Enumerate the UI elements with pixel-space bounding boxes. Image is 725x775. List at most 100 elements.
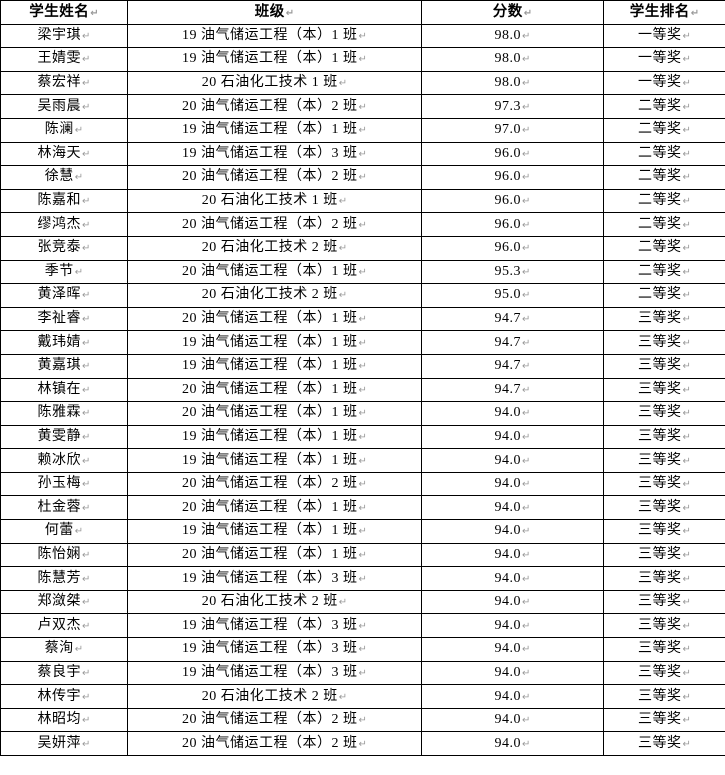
cell-text: 蔡宏祥 bbox=[37, 75, 82, 91]
cell-class: 19 油气储运工程（本）3 班↵ bbox=[127, 613, 422, 639]
cell-rank: 一等奖↵ bbox=[603, 70, 725, 96]
cell-score: 94.0↵ bbox=[421, 495, 604, 521]
cell-score: 94.0↵ bbox=[421, 637, 604, 662]
end-of-cell-mark: ↵ bbox=[358, 337, 367, 349]
cell-rank: 三等奖↵ bbox=[603, 542, 725, 568]
cell-class: 20 油气储运工程（本）1 班↵ bbox=[127, 401, 422, 426]
cell-text: 20 油气储运工程（本）2 班 bbox=[182, 216, 358, 232]
cell-name: 林海天↵ bbox=[0, 141, 128, 167]
end-of-cell-mark: ↵ bbox=[682, 361, 691, 373]
cell-score: 94.7↵ bbox=[421, 353, 604, 379]
cell-class: 19 油气储运工程（本）1 班↵ bbox=[127, 519, 422, 544]
cell-text: 李祉睿 bbox=[37, 311, 82, 327]
cell-text: 19 油气储运工程（本）1 班 bbox=[182, 358, 358, 374]
end-of-cell-mark: ↵ bbox=[358, 30, 367, 42]
cell-text: 孙玉梅 bbox=[37, 476, 82, 492]
cell-text: 19 油气储运工程（本）3 班 bbox=[182, 145, 358, 161]
cell-text: 吴妍萍 bbox=[37, 735, 82, 751]
end-of-cell-mark: ↵ bbox=[682, 101, 691, 113]
cell-text: 94.7 bbox=[494, 381, 522, 397]
cell-text: 20 油气储运工程（本）1 班 bbox=[182, 499, 358, 515]
cell-text: 96.0 bbox=[494, 193, 522, 209]
cell-text: 三等奖 bbox=[638, 476, 682, 492]
cell-text: 林传宇 bbox=[37, 688, 82, 704]
cell-class: 20 石油化工技术 2 班↵ bbox=[127, 684, 422, 709]
cell-text: 季节 bbox=[44, 263, 74, 279]
cell-text: 二等奖 bbox=[638, 193, 682, 209]
cell-name: 李祉睿↵ bbox=[0, 306, 128, 332]
cell-text: 陈怡娴 bbox=[37, 546, 82, 562]
cell-text: 19 油气储运工程（本）1 班 bbox=[182, 523, 358, 539]
cell-text: 94.7 bbox=[494, 311, 522, 327]
end-of-cell-mark: ↵ bbox=[682, 431, 691, 443]
end-of-cell-mark: ↵ bbox=[358, 526, 367, 538]
cell-score: 96.0↵ bbox=[421, 165, 604, 190]
cell-text: 98.0 bbox=[494, 75, 522, 91]
cell-text: 三等奖 bbox=[638, 688, 682, 704]
end-of-cell-mark: ↵ bbox=[682, 314, 691, 326]
end-of-cell-mark: ↵ bbox=[682, 243, 691, 255]
cell-text: 三等奖 bbox=[638, 594, 682, 610]
end-of-cell-mark: ↵ bbox=[82, 715, 91, 727]
end-of-cell-mark: ↵ bbox=[682, 597, 691, 609]
cell-class: 19 油气储运工程（本）1 班↵ bbox=[127, 424, 422, 450]
cell-name: 黄雯静↵ bbox=[0, 424, 128, 450]
cell-name: 林昭均↵ bbox=[0, 707, 128, 733]
cell-class: 20 石油化工技术 2 班↵ bbox=[127, 235, 422, 261]
end-of-cell-mark: ↵ bbox=[358, 549, 367, 561]
end-of-cell-mark: ↵ bbox=[682, 172, 691, 184]
end-of-cell-mark: ↵ bbox=[522, 573, 531, 585]
cell-name: 何蕾↵ bbox=[0, 519, 128, 544]
end-of-cell-mark: ↵ bbox=[82, 455, 91, 467]
cell-text: 94.0 bbox=[494, 499, 522, 515]
cell-rank: 三等奖↵ bbox=[603, 613, 725, 639]
cell-class: 19 油气储运工程（本）1 班↵ bbox=[127, 23, 422, 49]
cell-text: 三等奖 bbox=[638, 381, 682, 397]
end-of-cell-mark: ↵ bbox=[358, 314, 367, 326]
cell-rank: 三等奖↵ bbox=[603, 330, 725, 355]
cell-score: 94.0↵ bbox=[421, 519, 604, 544]
end-of-cell-mark: ↵ bbox=[522, 101, 531, 113]
end-of-cell-mark: ↵ bbox=[358, 644, 367, 656]
cell-text: 20 油气储运工程（本）2 班 bbox=[182, 476, 358, 492]
cell-name: 戴玮婧↵ bbox=[0, 330, 128, 355]
cell-class: 19 油气储运工程（本）1 班↵ bbox=[127, 47, 422, 72]
table-row: 林海天↵ 19 油气储运工程（本）3 班↵ 96.0↵ 二等奖↵ bbox=[0, 141, 725, 167]
end-of-cell-mark: ↵ bbox=[82, 78, 91, 90]
cell-class: 20 油气储运工程（本）2 班↵ bbox=[127, 731, 422, 756]
end-of-cell-mark: ↵ bbox=[682, 337, 691, 349]
end-of-cell-mark: ↵ bbox=[690, 8, 700, 20]
cell-rank: 三等奖↵ bbox=[603, 377, 725, 403]
end-of-cell-mark: ↵ bbox=[522, 384, 531, 396]
table-row: 陈嘉和↵ 20 石油化工技术 1 班↵ 96.0↵ 二等奖↵ bbox=[0, 188, 725, 214]
cell-class: 20 石油化工技术 1 班↵ bbox=[127, 188, 422, 214]
cell-rank: 三等奖↵ bbox=[603, 306, 725, 332]
end-of-cell-mark: ↵ bbox=[82, 479, 91, 491]
end-of-cell-mark: ↵ bbox=[522, 549, 531, 561]
end-of-cell-mark: ↵ bbox=[523, 8, 533, 20]
header-class: 班级↵ bbox=[127, 0, 422, 25]
end-of-cell-mark: ↵ bbox=[522, 78, 531, 90]
cell-class: 19 油气储运工程（本）3 班↵ bbox=[127, 637, 422, 662]
cell-class: 19 油气储运工程（本）3 班↵ bbox=[127, 141, 422, 167]
cell-score: 94.0↵ bbox=[421, 401, 604, 426]
cell-text: 20 油气储运工程（本）1 班 bbox=[182, 311, 358, 327]
end-of-cell-mark: ↵ bbox=[682, 644, 691, 656]
student-score-table: 学生姓名↵ 班级↵ 分数↵ 学生排名↵ 梁宇琪↵ 19 油气储运工程（本）1 班↵… bbox=[0, 0, 725, 756]
cell-rank: 三等奖↵ bbox=[603, 589, 725, 615]
cell-name: 陈怡娴↵ bbox=[0, 542, 128, 568]
cell-text: 王婧雯 bbox=[37, 51, 82, 67]
cell-class: 20 油气储运工程（本）1 班↵ bbox=[127, 377, 422, 403]
end-of-cell-mark: ↵ bbox=[82, 219, 91, 231]
cell-text: 黄泽晖 bbox=[37, 287, 82, 303]
cell-rank: 二等奖↵ bbox=[603, 235, 725, 261]
cell-text: 20 石油化工技术 2 班 bbox=[201, 594, 338, 610]
cell-score: 94.0↵ bbox=[421, 731, 604, 756]
cell-text: 缪鸿杰 bbox=[37, 216, 82, 232]
cell-text: 何蕾 bbox=[44, 523, 74, 539]
table-row: 陈慧芳↵ 19 油气储运工程（本）3 班↵ 94.0↵ 三等奖↵ bbox=[0, 566, 725, 591]
cell-class: 19 油气储运工程（本）3 班↵ bbox=[127, 660, 422, 686]
cell-name: 缪鸿杰↵ bbox=[0, 212, 128, 237]
cell-name: 卢双杰↵ bbox=[0, 613, 128, 639]
cell-class: 20 油气储运工程（本）1 班↵ bbox=[127, 306, 422, 332]
